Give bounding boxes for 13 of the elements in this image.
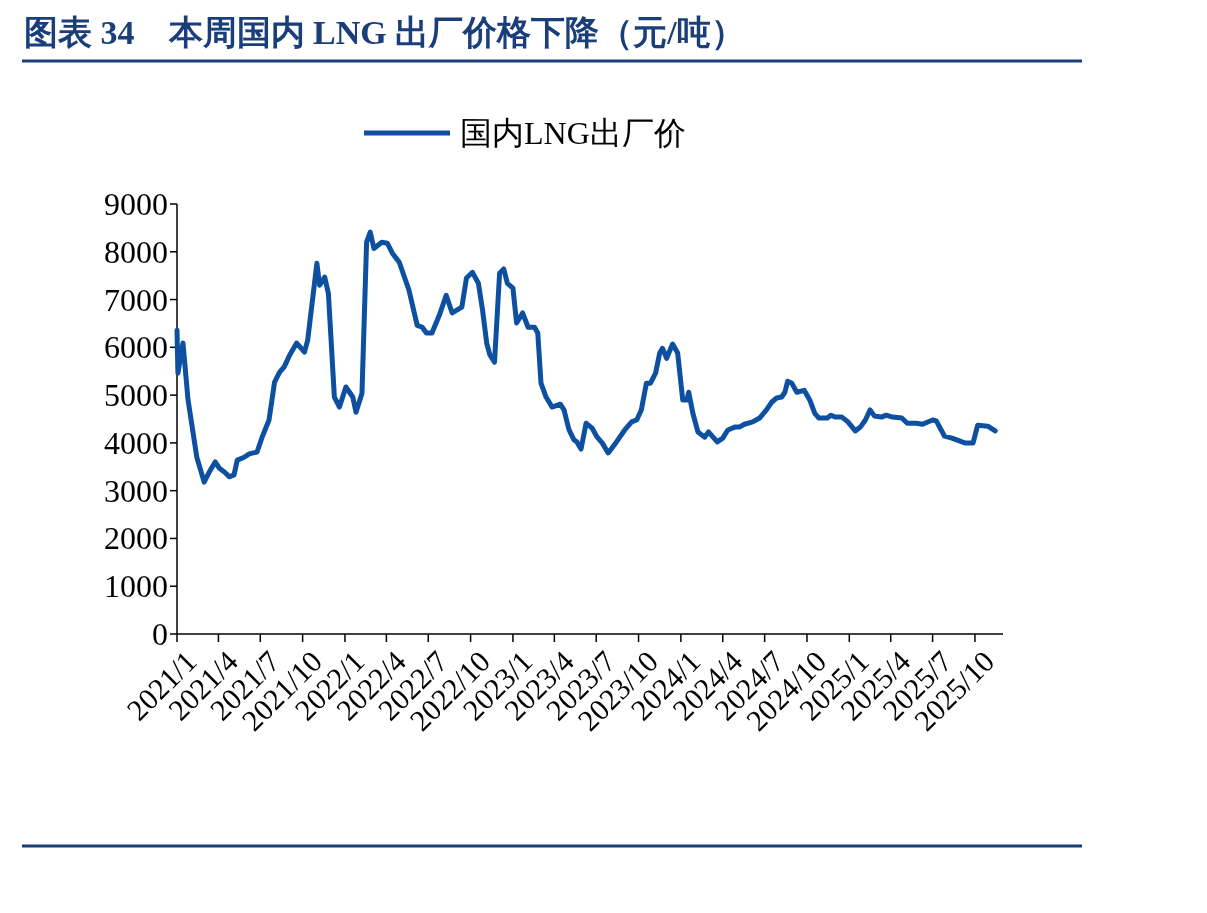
y-tick-label: 0 (152, 616, 168, 652)
y-tick-label: 3000 (104, 472, 168, 509)
chart-title: 图表 34 本周国内 LNG 出厂价格下降（元/吨） (24, 14, 745, 51)
legend: 国内LNG出厂价 (364, 115, 686, 151)
y-tick-label: 2000 (104, 520, 168, 557)
y-tick-label: 8000 (104, 233, 168, 270)
y-tick-label: 7000 (104, 281, 168, 318)
y-tick-label: 4000 (104, 424, 168, 461)
legend-label: 国内LNG出厂价 (460, 115, 686, 151)
y-tick-label: 5000 (104, 377, 168, 414)
y-tick-label: 9000 (104, 186, 168, 222)
y-tick-label: 6000 (104, 329, 168, 366)
y-tick-label: 1000 (104, 568, 168, 605)
